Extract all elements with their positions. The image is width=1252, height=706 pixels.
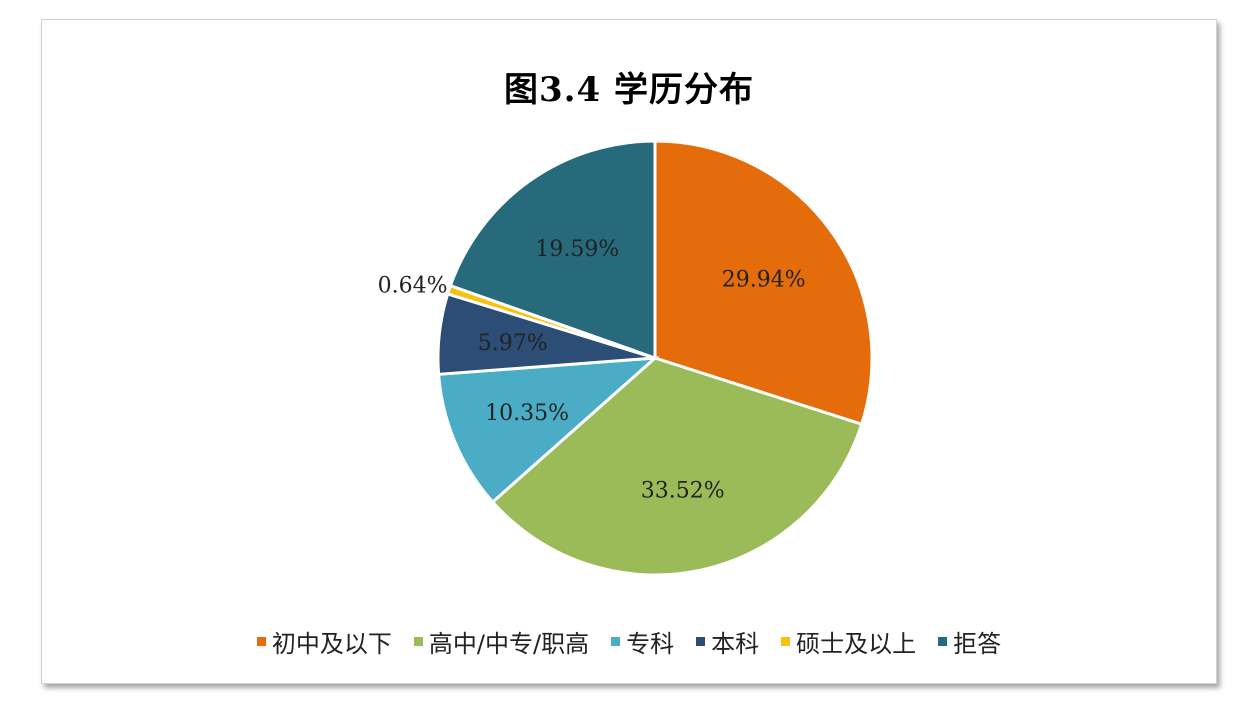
legend-label: 初中及以下 xyxy=(271,630,392,658)
data-label-1: 29.94% xyxy=(722,268,806,293)
legend-swatch xyxy=(696,637,706,646)
data-label-6: 19.59% xyxy=(535,237,619,262)
legend-label: 高中/中专/职高 xyxy=(428,630,590,658)
pie-slices xyxy=(436,139,874,577)
chart-title: 图3.4 学历分布 xyxy=(504,70,754,110)
legend-label: 专科 xyxy=(626,630,675,658)
legend-item-6: 拒答 xyxy=(938,624,1001,659)
pie-chart: 29.94% 33.52% 10.35% 5.97% 0.64% 19.59% xyxy=(378,139,874,577)
legend-item-2: 高中/中专/职高 xyxy=(413,624,590,659)
legend-swatch xyxy=(781,637,791,646)
data-label-5: 0.64% xyxy=(378,273,448,298)
legend-item-1: 初中及以下 xyxy=(256,624,392,659)
legend-item-4: 本科 xyxy=(696,624,759,659)
legend-label: 拒答 xyxy=(953,630,1002,658)
data-label-4: 5.97% xyxy=(478,331,548,356)
pie-labels: 29.94% 33.52% 10.35% 5.97% 0.64% 19.59% xyxy=(378,237,806,504)
legend-swatch xyxy=(256,637,266,646)
legend-label: 本科 xyxy=(711,630,760,658)
pie-slice-2 xyxy=(490,356,864,577)
data-label-3: 10.35% xyxy=(485,401,569,426)
legend-swatch xyxy=(413,637,423,646)
pie-slice-3 xyxy=(437,356,660,505)
legend-swatch xyxy=(938,637,948,646)
data-label-2: 33.52% xyxy=(641,479,725,504)
pie-slice-6 xyxy=(448,139,657,361)
legend-label: 硕士及以上 xyxy=(796,630,917,658)
chart-frame: 图3.4 学历分布 29.94% 33.52% 10.35% 5.97% 0.64% 19… xyxy=(41,19,1217,684)
legend: 初中及以下 高中/中专/职高 专科 本科 硕士及以上 拒答 xyxy=(42,624,1216,659)
legend-item-3: 专科 xyxy=(611,624,674,659)
legend-item-5: 硕士及以上 xyxy=(781,624,916,659)
legend-swatch xyxy=(611,637,621,646)
pie-slice-1 xyxy=(653,139,874,427)
